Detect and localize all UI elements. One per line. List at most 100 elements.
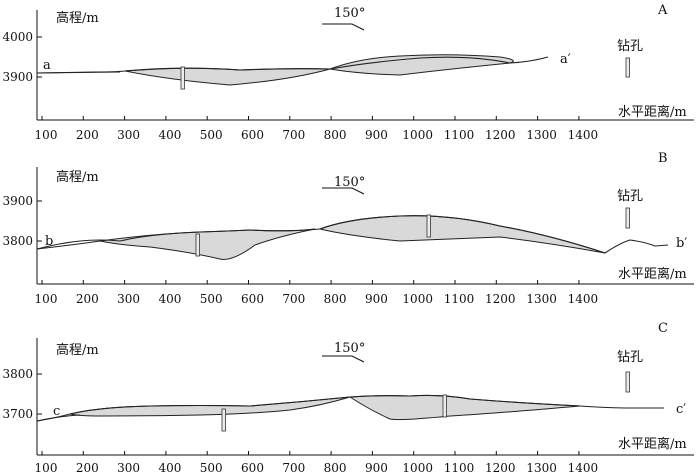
x-tick-label: 800 xyxy=(324,292,347,306)
direction-label: 150° xyxy=(334,341,365,356)
ore-body xyxy=(124,67,331,86)
x-tick-label: 100 xyxy=(35,461,58,475)
x-tick-label: 300 xyxy=(117,128,140,142)
x-tick-label: 900 xyxy=(365,128,388,142)
x-tick-label: 900 xyxy=(365,292,388,306)
section-start-label: c xyxy=(53,404,60,419)
x-tick-label: 1000 xyxy=(402,128,433,142)
x-tick-label: 1300 xyxy=(526,292,557,306)
direction-arrow xyxy=(322,355,365,363)
panel-b: 3900 3800 高程/m B 水平距离/m 100 200 300 400 500 6… xyxy=(2,151,694,306)
x-tick-label: 300 xyxy=(117,461,140,475)
x-tick-label: 500 xyxy=(200,461,223,475)
panel-id: C xyxy=(658,321,668,336)
x-tick-label: 900 xyxy=(365,461,388,475)
x-tick-label: 1400 xyxy=(568,461,599,475)
section-end-label: a′ xyxy=(560,52,571,67)
y-tick-label: 3800 xyxy=(2,367,33,381)
y-axis-label: 高程/m xyxy=(56,10,99,26)
legend-drillhole-symbol xyxy=(625,371,630,393)
legend-drillhole-label: 钻孔 xyxy=(617,189,643,204)
y-tick-label: 3900 xyxy=(2,194,33,208)
x-tick-label: 1200 xyxy=(485,292,516,306)
x-tick-label: 1400 xyxy=(568,128,599,142)
ore-body xyxy=(99,228,316,260)
x-tick-label: 1000 xyxy=(402,292,433,306)
panel-a: 4000 3900 高程/m A 水平距离/m 100 200 300 400 500 6… xyxy=(2,3,694,142)
drillhole xyxy=(180,66,185,90)
x-tick-label: 100 xyxy=(35,128,58,142)
x-axis-label: 水平距离/m xyxy=(618,104,687,120)
legend-drillhole-symbol xyxy=(625,57,630,78)
ore-body xyxy=(318,215,606,254)
terrain-profile xyxy=(36,394,664,422)
drillhole xyxy=(221,408,226,432)
direction-arrow xyxy=(322,23,365,31)
y-axis-label: 高程/m xyxy=(56,342,99,358)
legend-drillhole-label: 钻孔 xyxy=(617,350,643,365)
x-tick-label: 700 xyxy=(282,461,305,475)
x-tick-label: 400 xyxy=(158,461,181,475)
direction-label: 150° xyxy=(334,6,365,21)
legend-drillhole-symbol xyxy=(625,207,630,229)
x-tick-label: 1200 xyxy=(485,461,516,475)
section-start-label: a xyxy=(43,58,51,73)
terrain-profile xyxy=(36,215,669,254)
x-tick-label: 600 xyxy=(241,128,264,142)
section-end-label: c′ xyxy=(676,402,686,417)
y-tick-label: 3800 xyxy=(2,234,33,248)
drillhole xyxy=(426,214,431,238)
x-tick-label: 100 xyxy=(35,292,58,306)
x-tick-label: 800 xyxy=(324,128,347,142)
section-end-label: b′ xyxy=(676,236,687,251)
section-start-label: b xyxy=(45,234,53,249)
y-ticks: 3800 3700 xyxy=(2,367,42,421)
x-axis-label: 水平距离/m xyxy=(618,266,687,282)
direction-arrow xyxy=(322,187,365,195)
x-tick-label: 800 xyxy=(324,461,347,475)
x-tick-label: 500 xyxy=(200,292,223,306)
x-tick-label: 600 xyxy=(241,292,264,306)
x-ticks: 100 200 300 400 500 600 700 800 900 1000 1100 1200 1… xyxy=(35,116,599,142)
x-tick-label: 700 xyxy=(282,128,305,142)
x-tick-label: 200 xyxy=(76,461,99,475)
y-axis-label: 高程/m xyxy=(56,169,99,185)
section-baseline xyxy=(36,240,101,250)
x-tick-label: 1100 xyxy=(444,292,475,306)
x-tick-label: 1200 xyxy=(485,128,516,142)
terrain-profile xyxy=(36,56,549,74)
x-tick-label: 1400 xyxy=(568,292,599,306)
y-ticks: 3900 3800 xyxy=(2,194,42,248)
y-ticks: 4000 3900 xyxy=(2,30,42,84)
x-tick-label: 500 xyxy=(200,128,223,142)
x-axis-label: 水平距离/m xyxy=(618,436,687,452)
panel-id: A xyxy=(657,3,668,18)
section-baseline xyxy=(36,71,121,74)
x-tick-label: 600 xyxy=(241,461,264,475)
legend-drillhole-label: 钻孔 xyxy=(617,39,643,54)
x-tick-label: 400 xyxy=(158,128,181,142)
x-tick-label: 1000 xyxy=(402,461,433,475)
drillhole xyxy=(195,233,200,257)
ore-body xyxy=(328,54,514,76)
x-tick-label: 1100 xyxy=(444,461,475,475)
panel-c: 3800 3700 高程/m C 水平距离/m 100 200 300 400 500 6… xyxy=(2,321,694,475)
x-tick-label: 1100 xyxy=(444,128,475,142)
ore-body xyxy=(69,396,351,417)
drillhole xyxy=(442,394,447,418)
y-tick-label: 3700 xyxy=(2,407,33,421)
y-tick-label: 3900 xyxy=(2,70,33,84)
panel-id: B xyxy=(658,151,668,166)
x-tick-label: 1300 xyxy=(526,128,557,142)
direction-label: 150° xyxy=(334,175,365,190)
y-tick-label: 4000 xyxy=(2,30,33,44)
x-tick-label: 300 xyxy=(117,292,140,306)
x-tick-label: 700 xyxy=(282,292,305,306)
x-tick-label: 200 xyxy=(76,292,99,306)
x-ticks: 100 200 300 400 500 600 700 800 900 1000 1100 1200 1… xyxy=(35,280,599,306)
x-tick-label: 1300 xyxy=(526,461,557,475)
x-tick-label: 200 xyxy=(76,128,99,142)
x-ticks: 100 200 300 400 500 600 700 800 900 1000 1100 1200 1… xyxy=(35,451,599,475)
section-baseline xyxy=(36,414,81,422)
